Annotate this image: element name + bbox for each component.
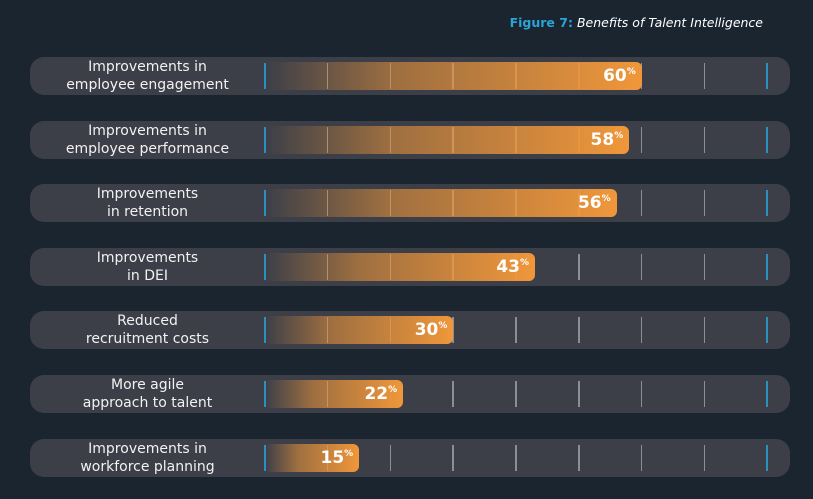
category-label: Reduced recruitment costs — [85, 313, 210, 348]
bar-row: More agile approach to talent 22% — [30, 375, 790, 413]
category-label: Improvements in employee engagement — [66, 59, 229, 93]
category-label: Improvements in workforce planning — [80, 440, 215, 475]
gridline — [515, 317, 517, 344]
data-label-value: 56 — [577, 193, 602, 214]
gridline — [578, 317, 580, 344]
gridline — [766, 190, 768, 217]
bar-row: Improvements in employee performance 58% — [30, 120, 790, 159]
data-label-value: 58 — [590, 129, 615, 150]
gridline — [703, 444, 706, 471]
gridline — [264, 317, 266, 344]
bar: 58% — [265, 125, 630, 154]
gridline — [766, 253, 768, 280]
chart-title: Figure 7: Benefits of Talent Intelligenc… — [509, 15, 763, 30]
data-label: 43% — [496, 257, 529, 277]
data-label: 60% — [603, 66, 636, 86]
gridline — [703, 63, 706, 89]
data-label: 58% — [591, 130, 624, 150]
gridline — [640, 381, 643, 407]
gridline — [264, 381, 266, 407]
gridline — [640, 253, 643, 280]
gridline — [452, 381, 454, 407]
gridline — [640, 317, 643, 344]
data-label-unit: % — [601, 194, 611, 205]
category-label: More agile approach to talent — [82, 377, 213, 411]
bar: 43% — [265, 252, 536, 281]
data-label: 56% — [578, 193, 611, 213]
data-label-unit: % — [344, 448, 354, 459]
category-label: Improvements in DEI — [96, 249, 199, 284]
gridline — [452, 317, 454, 344]
gridline — [703, 190, 706, 217]
gridline — [766, 444, 768, 471]
bar-row: Reduced recruitment costs 30% — [30, 311, 790, 350]
bar: 30% — [265, 316, 454, 345]
bar: 22% — [265, 380, 404, 408]
gridline — [264, 63, 266, 89]
gridline — [264, 253, 266, 280]
gridline — [264, 126, 266, 153]
gridline — [640, 190, 643, 217]
gridline — [640, 126, 643, 153]
gridline — [452, 444, 454, 471]
gridline — [703, 317, 706, 344]
data-label-unit: % — [438, 321, 448, 332]
data-label: 22% — [364, 384, 397, 404]
data-label-unit: % — [520, 257, 530, 268]
data-label-value: 43 — [496, 256, 520, 277]
gridline — [766, 126, 768, 153]
category-label: Improvements in retention — [96, 186, 199, 221]
data-label-value: 15 — [320, 447, 345, 468]
gridline — [515, 444, 517, 471]
gridline — [640, 444, 643, 471]
gridline — [703, 381, 706, 407]
bar: 56% — [265, 189, 617, 218]
category-label: Improvements in employee performance — [65, 122, 230, 157]
gridline — [766, 381, 768, 407]
gridline — [766, 317, 768, 344]
data-label-value: 22 — [364, 384, 389, 404]
data-label-value: 30 — [414, 320, 439, 341]
bar: 60% — [265, 62, 642, 90]
gridline — [703, 253, 706, 280]
bar-row: Improvements in retention 56% — [30, 184, 790, 223]
data-label-value: 60 — [603, 66, 627, 86]
bar-row: Improvements in DEI 43% — [30, 247, 790, 286]
data-label-unit: % — [388, 385, 398, 395]
gridline — [578, 444, 580, 471]
gridline — [264, 190, 266, 217]
data-label: 15% — [320, 448, 353, 468]
gridline — [515, 381, 517, 407]
gridline — [389, 444, 392, 471]
gridline — [264, 444, 266, 471]
bar-row: Improvements in workforce planning 15% — [30, 438, 790, 477]
bar-row: Improvements in employee engagement 60% — [30, 57, 790, 95]
gridline — [578, 381, 580, 407]
data-label-unit: % — [614, 130, 624, 141]
data-label: 30% — [415, 320, 448, 340]
data-label-unit: % — [626, 67, 636, 77]
gridline — [766, 63, 768, 89]
gridline — [578, 253, 580, 280]
gridline — [703, 126, 706, 153]
bar: 15% — [265, 443, 360, 472]
